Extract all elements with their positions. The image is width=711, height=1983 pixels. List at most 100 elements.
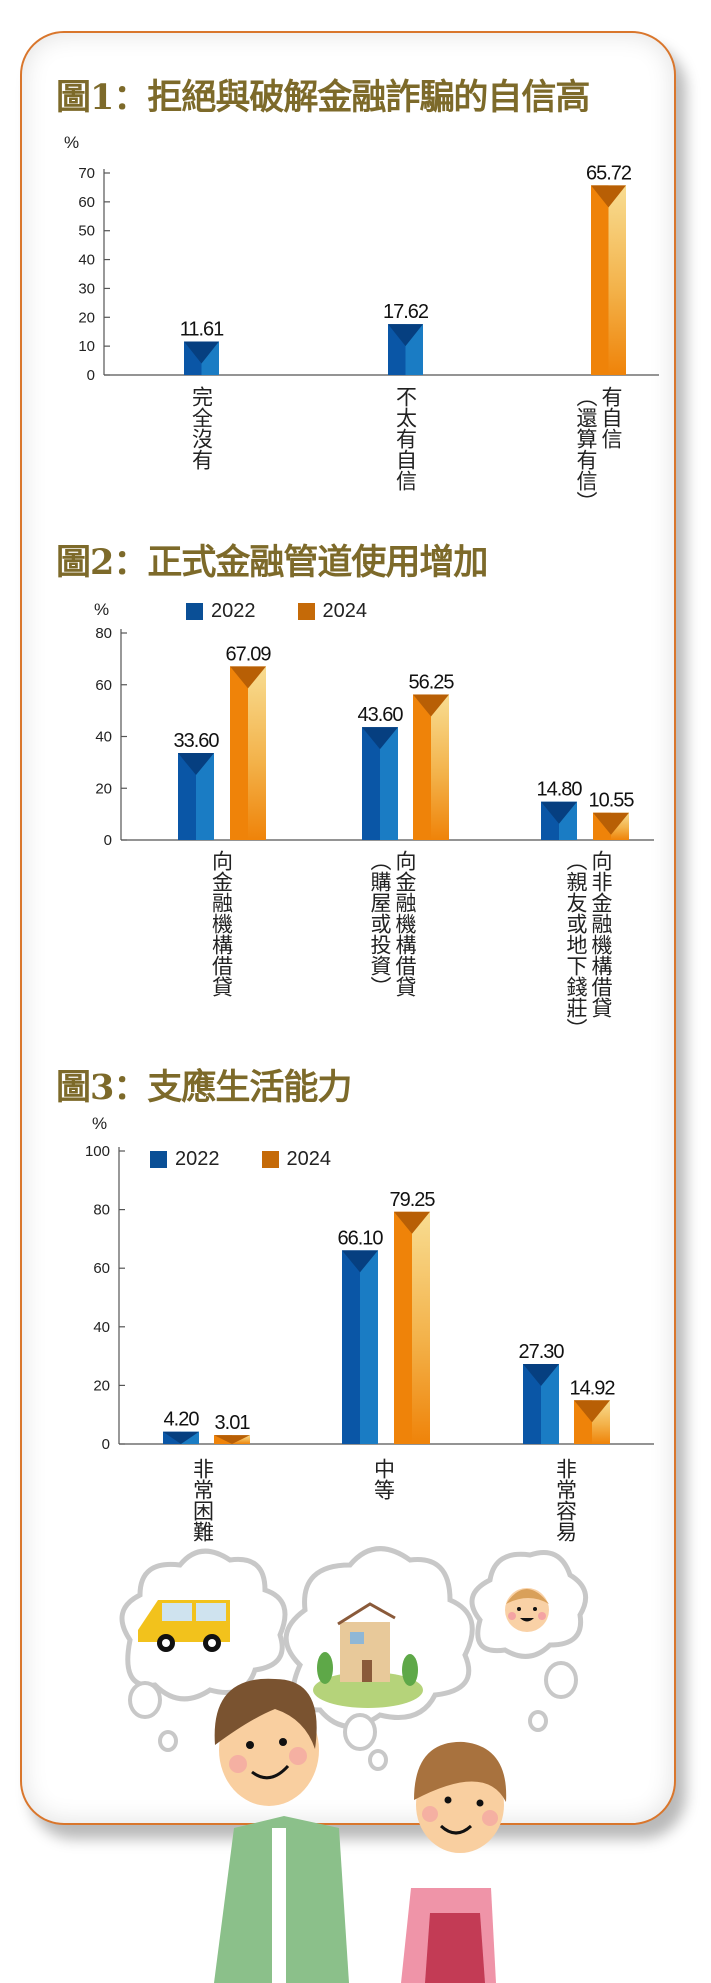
data-label: 33.60: [173, 730, 219, 752]
bar-top-triangle: [163, 1431, 199, 1444]
bar-top-triangle: [388, 324, 423, 347]
bar-top-triangle: [178, 753, 214, 776]
bar: [523, 1364, 559, 1444]
bar-top-triangle: [394, 1211, 430, 1234]
bar-right-face: [431, 694, 449, 840]
bar-right-face: [380, 727, 398, 840]
category-line: 非常容易: [553, 1458, 578, 1542]
bar: [214, 1435, 250, 1444]
chart3-title: 圖3：支應生活能力: [56, 1067, 352, 1108]
y-tick-label: 20: [95, 780, 112, 797]
x-category-label: 向金融機構借貸 （購屋或投資）: [367, 850, 417, 997]
data-label: 66.10: [337, 1227, 383, 1249]
bar-left-face: [413, 694, 431, 840]
woman-character: [401, 1741, 507, 1983]
y-tick-label: 80: [93, 1202, 110, 1219]
bar-top-triangle: [184, 341, 219, 364]
category-line: 中等: [371, 1458, 396, 1500]
category-line: （購屋或投資）: [368, 850, 392, 997]
x-category-label: 非常困難: [190, 1458, 215, 1542]
man-character: [214, 1678, 349, 1983]
bar: [593, 812, 629, 840]
bar-top-triangle: [214, 1435, 250, 1444]
x-category-label: 完全沒有: [189, 386, 214, 470]
y-tick-label: 40: [93, 1319, 110, 1336]
legend-label: 2022: [175, 1148, 220, 1170]
bar-top-triangle: [362, 727, 398, 750]
baby-face-icon: [505, 1588, 549, 1632]
data-label: 17.62: [383, 301, 429, 323]
bar: [184, 341, 219, 375]
chart3-legend: 2022 2024: [150, 1148, 373, 1171]
bar: [230, 666, 266, 840]
bar: [178, 753, 214, 840]
category-line: 向非金融機構借貸: [589, 850, 613, 1018]
bar-left-face: [342, 1250, 360, 1444]
bar-top-triangle: [593, 812, 629, 835]
bar-top-triangle: [342, 1250, 378, 1273]
x-category-label: 有自信 （還算有信）: [573, 386, 623, 512]
bar-top-triangle: [574, 1400, 610, 1423]
bar: [574, 1400, 610, 1444]
y-tick-label: 0: [104, 832, 112, 849]
legend-item-2024: 2024: [261, 1148, 332, 1171]
data-label: 14.92: [569, 1377, 615, 1399]
legend-label: 2022: [211, 600, 256, 622]
bar-top-triangle: [413, 694, 449, 717]
bar: [163, 1431, 199, 1444]
y-tick-label: 30: [78, 280, 95, 297]
data-label: 79.25: [389, 1189, 435, 1211]
category-line: 有自信: [599, 386, 623, 449]
chart2-y-unit: %: [94, 600, 110, 619]
y-tick-label: 0: [102, 1436, 110, 1453]
category-line: 完全沒有: [189, 386, 214, 470]
bar-left-face: [591, 185, 609, 375]
data-label: 4.20: [164, 1409, 200, 1431]
y-tick-label: 40: [78, 252, 95, 269]
bar-left-face: [230, 666, 248, 840]
y-tick-label: 20: [93, 1377, 110, 1394]
chart1-y-unit: %: [64, 133, 80, 152]
data-label: 10.55: [588, 790, 634, 812]
bar-left-face: [394, 1211, 412, 1444]
x-category-label: 向非金融機構借貸 （親友或地下錢莊）: [563, 850, 613, 1039]
y-tick-label: 80: [95, 625, 112, 642]
chart3-y-unit: %: [92, 1114, 108, 1133]
legend-swatch-orange: [261, 1151, 279, 1168]
house-icon: [313, 1602, 423, 1708]
bar-right-face: [412, 1211, 430, 1444]
y-tick-label: 10: [78, 338, 95, 355]
bar-left-face: [362, 727, 380, 840]
bar: [413, 694, 449, 840]
bar: [388, 324, 423, 375]
category-line: 向金融機構借貸: [209, 850, 234, 997]
y-tick-label: 60: [95, 677, 112, 694]
y-tick-label: 100: [85, 1143, 110, 1160]
bar-right-face: [360, 1250, 378, 1444]
data-label: 65.72: [586, 162, 632, 184]
data-label: 43.60: [357, 704, 403, 726]
bar-right-face: [248, 666, 266, 840]
category-line: 向金融機構借貸: [393, 850, 417, 997]
car-icon: [138, 1600, 230, 1652]
legend-item-2022: 2022: [186, 600, 256, 623]
x-category-label: 不太有自信: [393, 386, 418, 491]
bar-left-face: [178, 753, 196, 840]
legend-label: 2024: [322, 600, 368, 622]
category-line: （親友或地下錢莊）: [564, 850, 588, 1039]
bar: [591, 185, 626, 375]
bar-right-face: [196, 753, 214, 840]
legend-label: 2024: [286, 1148, 332, 1170]
chart1-title: 圖1：拒絕與破解金融詐騙的自信高: [56, 77, 590, 118]
bar: [342, 1250, 378, 1444]
bar: [541, 801, 577, 840]
legend-item-2022: 2022: [150, 1148, 220, 1171]
category-line: 非常困難: [190, 1458, 215, 1542]
legend-swatch-blue: [150, 1151, 167, 1168]
x-category-label: 中等: [371, 1458, 396, 1500]
bar-top-triangle: [541, 801, 577, 824]
y-tick-label: 0: [87, 367, 95, 384]
